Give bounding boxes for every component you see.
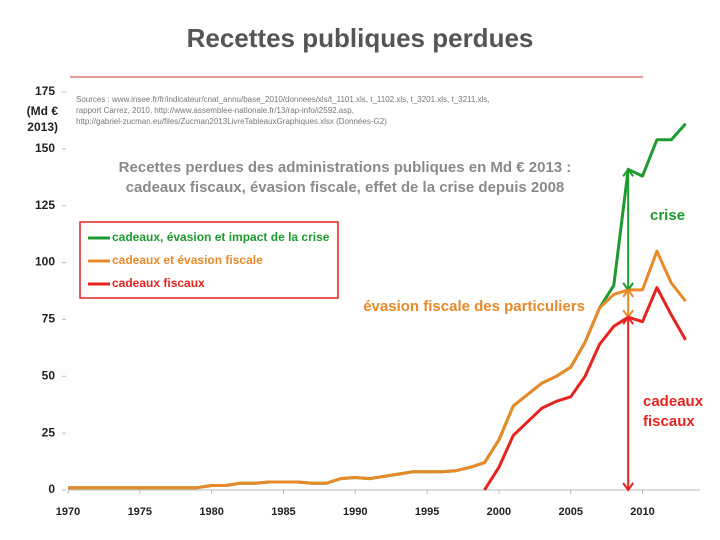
series-line — [483, 286, 687, 491]
chart-title: Recettes publiques perdues — [187, 23, 534, 53]
chart-subtitle: Recettes perdues des administrations pub… — [119, 159, 572, 176]
chart-subtitle: cadeaux fiscaux, évasion fiscale, effet … — [126, 179, 565, 196]
legend-label: cadeaux et évasion fiscale — [112, 253, 263, 267]
legend-label: cadeaux fiscaux — [112, 276, 205, 290]
y-tick-label: 75 — [42, 312, 56, 326]
annotation: fiscaux — [643, 413, 695, 430]
annotation: évasion fiscale des particuliers — [363, 298, 585, 315]
y-axis-title: (Md € — [27, 104, 59, 118]
x-tick-label: 1975 — [128, 506, 152, 518]
legend-label: cadeaux, évasion et impact de la crise — [112, 230, 330, 244]
arrow-head — [622, 167, 634, 177]
legend-box — [79, 221, 339, 299]
x-tick-label: 2000 — [487, 506, 511, 518]
annotation-arrow — [622, 315, 634, 492]
source-note: Sources : www.insee.fr/fr/indicateur/cna… — [76, 95, 490, 104]
x-tick-label: 1985 — [271, 506, 295, 518]
y-tick-label: 50 — [42, 368, 56, 382]
annotation: cadeaux — [643, 393, 704, 410]
annotation-arrow — [622, 288, 634, 319]
x-tick-label: 1995 — [415, 506, 439, 518]
y-axis-title: 2013) — [27, 120, 58, 134]
y-tick-label: 175 — [35, 84, 55, 98]
source-note: http://gabriel-zucman.eu/files/Zucman201… — [76, 117, 387, 126]
y-tick-label: 150 — [35, 141, 55, 155]
x-tick-label: 2010 — [630, 506, 654, 518]
series-line — [68, 249, 687, 490]
x-tick-label: 1970 — [56, 506, 80, 518]
annotation: crise — [650, 207, 685, 224]
x-tick-label: 1980 — [199, 506, 223, 518]
x-tick-label: 2005 — [558, 506, 582, 518]
y-tick-label: 125 — [35, 198, 55, 212]
y-tick-label: 25 — [42, 425, 56, 439]
y-tick-label: 0 — [48, 482, 55, 496]
source-note: rapport Carrez, 2010, http://www.assembl… — [76, 106, 354, 115]
arrow-head — [622, 482, 634, 492]
y-tick-label: 100 — [35, 255, 55, 269]
arrow-head — [622, 315, 634, 325]
arrow-head — [622, 288, 634, 298]
x-tick-label: 1990 — [343, 506, 367, 518]
